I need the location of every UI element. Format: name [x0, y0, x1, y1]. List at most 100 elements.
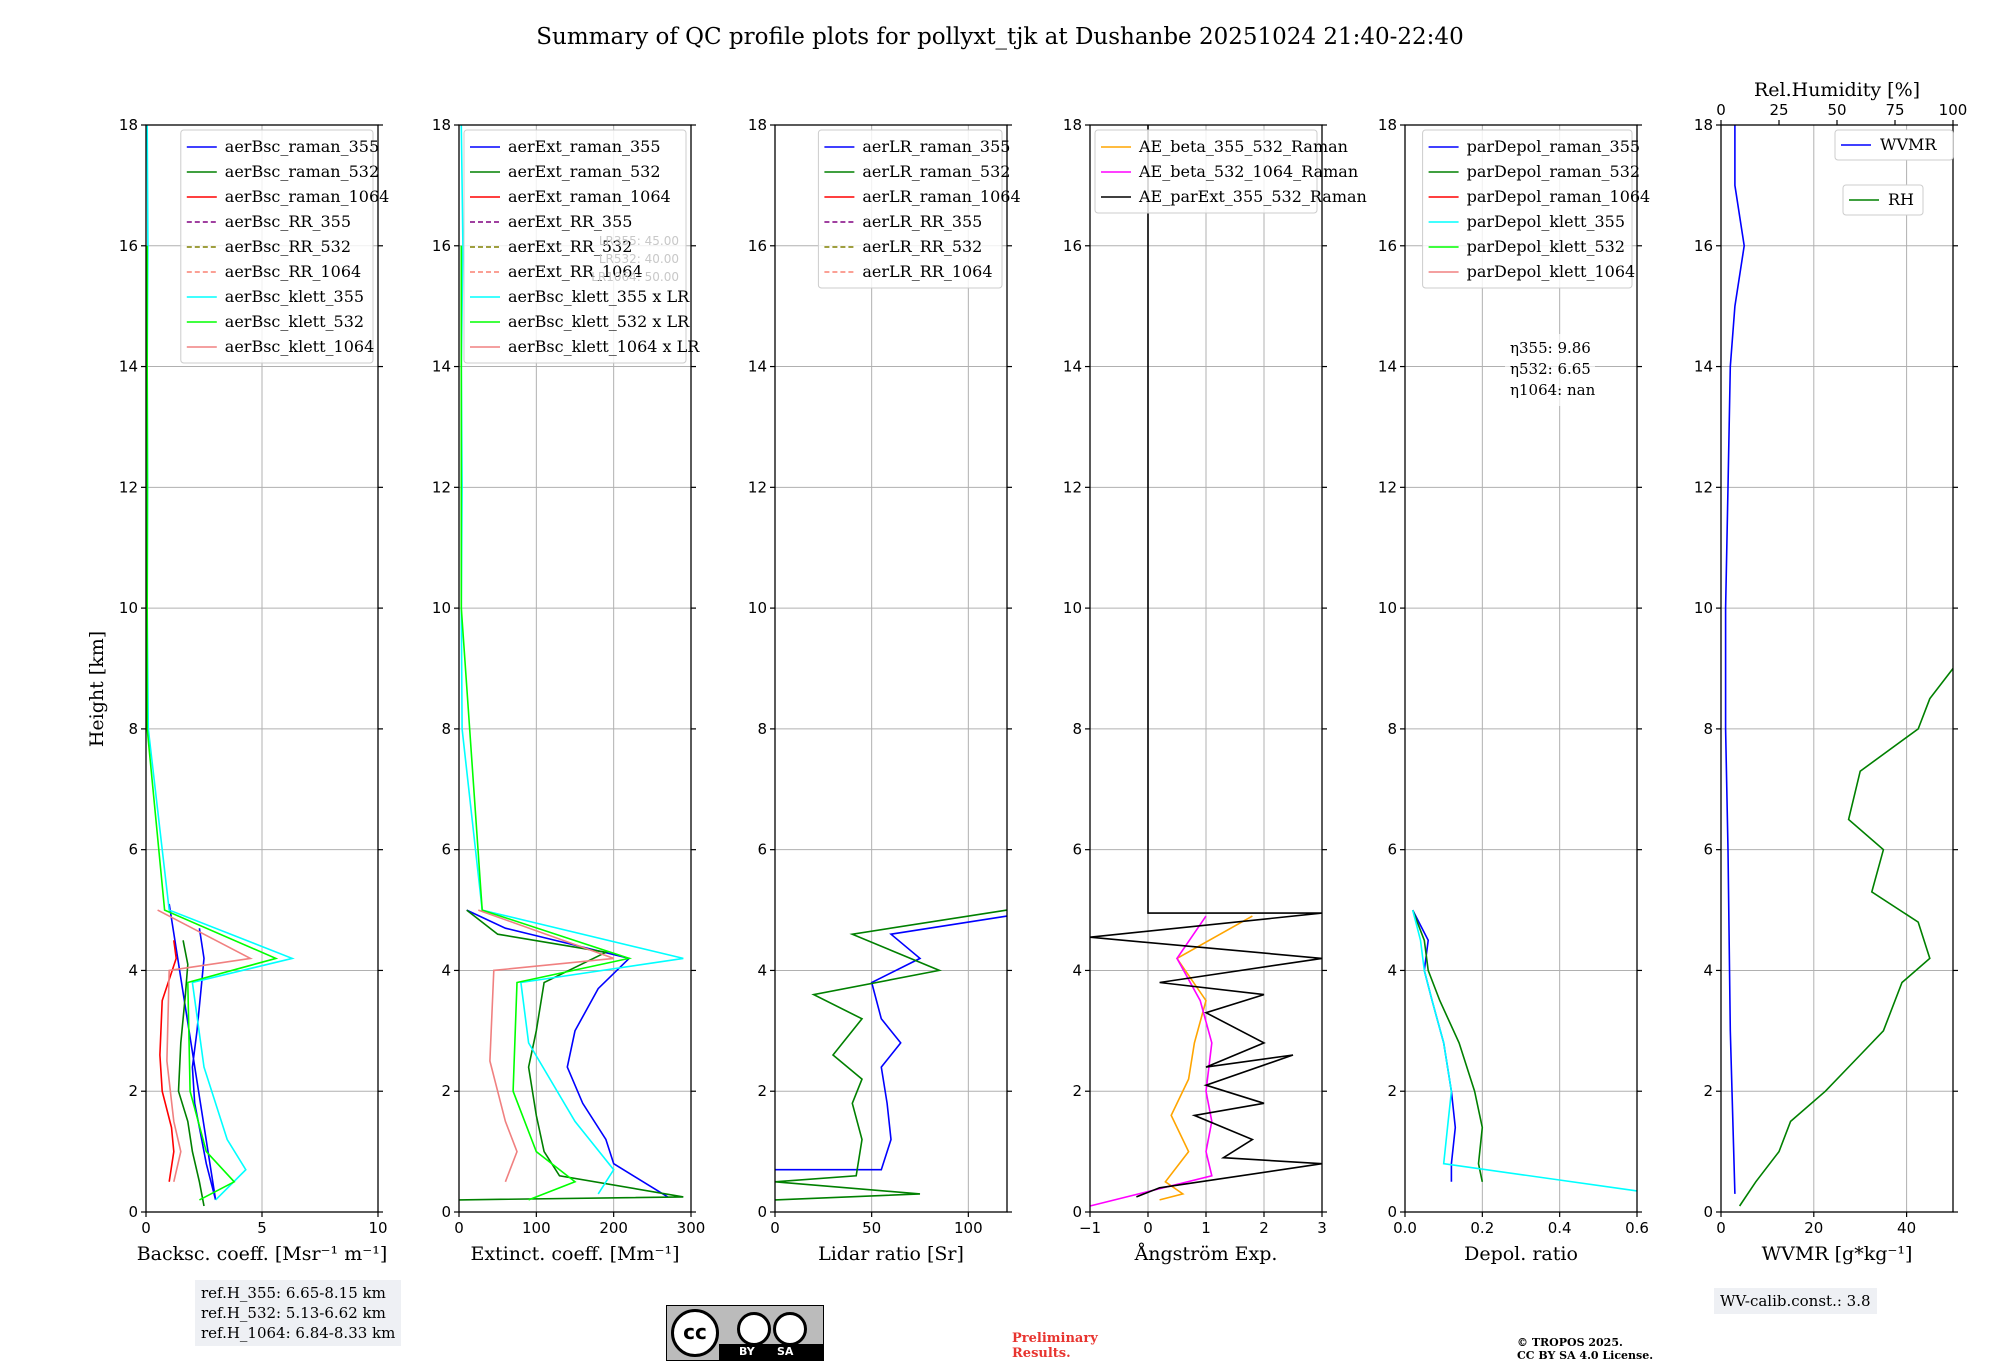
- legend-label: aerExt_raman_355: [508, 137, 661, 156]
- axes-frame: [1404, 124, 1638, 1213]
- legend-label: aerBsc_raman_532: [225, 162, 379, 181]
- legend-label: aerLR_raman_532: [862, 162, 1010, 181]
- legend-label: aerBsc_klett_1064: [225, 337, 374, 356]
- legend-label: aerBsc_raman_1064: [225, 187, 390, 206]
- series-line-RH: [1738, 668, 1954, 1207]
- legend-label: parDepol_raman_532: [1467, 162, 1640, 181]
- y-tick-label: 16: [1694, 237, 1713, 255]
- y-tick-label: 10: [1378, 599, 1397, 617]
- series-line-aerBsc_klett_1064 x LR: [478, 909, 614, 1183]
- y-tick-label: 0: [128, 1203, 138, 1221]
- y-tick-label: 16: [119, 237, 138, 255]
- y-tick-label: 6: [1072, 841, 1082, 859]
- legend-label: RH: [1888, 190, 1914, 209]
- axes-frame: [1720, 124, 1954, 1213]
- legend-label: aerBsc_RR_532: [225, 237, 351, 256]
- legend-label: aerLR_RR_532: [862, 237, 982, 256]
- legend-label: parDepol_klett_355: [1467, 212, 1625, 231]
- eta-label: η532: 6.65: [1510, 360, 1591, 378]
- y-tick-label: 18: [1063, 116, 1082, 134]
- x-axis-label: Extinct. coeff. [Mm⁻¹]: [470, 1243, 679, 1265]
- series-line-WVMR: [1724, 125, 1746, 1194]
- x-tick-label: 3: [1317, 1219, 1327, 1237]
- legend-label: AE_parExt_355_532_Raman: [1138, 187, 1367, 206]
- lr-overlay-text: LR355: 45.00: [599, 234, 679, 248]
- preliminary-line-1: Preliminary: [1012, 1331, 1098, 1346]
- legend-box: [1422, 129, 1633, 289]
- x-tick-label: 1: [1201, 1219, 1211, 1237]
- y-tick-label: 16: [1378, 237, 1397, 255]
- y-tick-label: 12: [432, 478, 451, 496]
- x-axis-label: WVMR [g*kg⁻¹]: [1762, 1243, 1913, 1265]
- x-tick-label: 40: [1897, 1219, 1916, 1237]
- y-tick-label: 18: [1378, 116, 1397, 134]
- x2-tick-label: 50: [1827, 101, 1846, 119]
- y-tick-label: 10: [432, 599, 451, 617]
- y-tick-label: 6: [1387, 841, 1397, 859]
- y-tick-label: 4: [1703, 961, 1713, 979]
- y-tick-label: 8: [757, 720, 767, 738]
- y-tick-label: 6: [128, 841, 138, 859]
- eta-box: [1505, 334, 1595, 406]
- legend-box: [1094, 129, 1318, 214]
- x-axis-label: Backsc. coeff. [Msr⁻¹ m⁻¹]: [137, 1243, 388, 1265]
- series-line-aerBsc_raman_355: [168, 903, 217, 1201]
- legend-label: aerExt_RR_355: [508, 212, 632, 231]
- y-tick-label: 6: [441, 841, 451, 859]
- x2-axis-label: Rel.Humidity [%]: [1754, 79, 1920, 101]
- series-line-parDepol_raman_532: [1411, 909, 1484, 1182]
- legend-label: AE_beta_355_532_Raman: [1138, 137, 1348, 156]
- y-tick-label: 10: [119, 599, 138, 617]
- x-tick-label: 0: [770, 1219, 780, 1237]
- y-tick-label: 8: [1072, 720, 1082, 738]
- legend-label: aerExt_raman_1064: [508, 187, 671, 206]
- y-tick-label: 12: [119, 478, 138, 496]
- y-tick-label: 4: [128, 961, 138, 979]
- legend-label: aerBsc_klett_532: [225, 312, 364, 331]
- legend-box: [817, 129, 1003, 289]
- legend-label: aerLR_RR_1064: [862, 262, 992, 281]
- y-tick-label: 8: [128, 720, 138, 738]
- x-tick-label: 0.2: [1470, 1219, 1494, 1237]
- sa-share-icon: [773, 1312, 807, 1346]
- y-tick-label: 2: [1387, 1082, 1397, 1100]
- y-tick-label: 18: [432, 116, 451, 134]
- y-tick-label: 4: [1387, 961, 1397, 979]
- y-tick-label: 0: [1703, 1203, 1713, 1221]
- y-tick-label: 4: [441, 961, 451, 979]
- legend-label: aerLR_raman_355: [862, 137, 1010, 156]
- y-tick-label: 12: [1378, 478, 1397, 496]
- y-tick-label: 4: [757, 961, 767, 979]
- panel-depolarization: 0 2 4 6 8 10 12 14 16 18 0.0 0.2 0.4 0.6 Depol. ratio p…: [1378, 116, 1650, 1265]
- copyright-line-2: CC BY SA 4.0 License.: [1517, 1349, 1654, 1362]
- y-tick-label: 4: [1072, 961, 1082, 979]
- y-tick-label: 18: [748, 116, 767, 134]
- legend-label: parDepol_raman_1064: [1467, 187, 1651, 206]
- legend-box: [463, 129, 687, 364]
- legend-label: parDepol_raman_355: [1467, 137, 1640, 156]
- y-tick-label: 10: [1694, 599, 1713, 617]
- y-tick-label: 12: [1063, 478, 1082, 496]
- legend-label: AE_beta_532_1064_Raman: [1138, 162, 1358, 181]
- series-line-aerBsc_raman_532: [177, 940, 205, 1207]
- series-line-aerExt_raman_532: [458, 909, 684, 1201]
- preliminary-line-2: Results.: [1012, 1346, 1071, 1361]
- y-tick-label: 2: [1072, 1082, 1082, 1100]
- y-tick-label: 6: [1703, 841, 1713, 859]
- legend-label: aerBsc_RR_355: [225, 212, 351, 231]
- license-sa: SA: [777, 1345, 794, 1358]
- y-tick-label: 16: [1063, 237, 1082, 255]
- x-tick-label: 100: [522, 1219, 551, 1237]
- license-strip: BY SA: [719, 1344, 823, 1360]
- axes-frame: [774, 124, 1008, 1213]
- x-axis-label: Ångström Exp.: [1134, 1243, 1278, 1265]
- y-tick-label: 8: [1703, 720, 1713, 738]
- x-tick-label: 0.4: [1548, 1219, 1572, 1237]
- legend-label: aerExt_RR_1064: [508, 262, 643, 281]
- y-tick-label: 2: [757, 1082, 767, 1100]
- x-tick-label: 0: [454, 1219, 464, 1237]
- legend-label: aerBsc_raman_355: [225, 137, 379, 156]
- x-tick-label: 100: [954, 1219, 983, 1237]
